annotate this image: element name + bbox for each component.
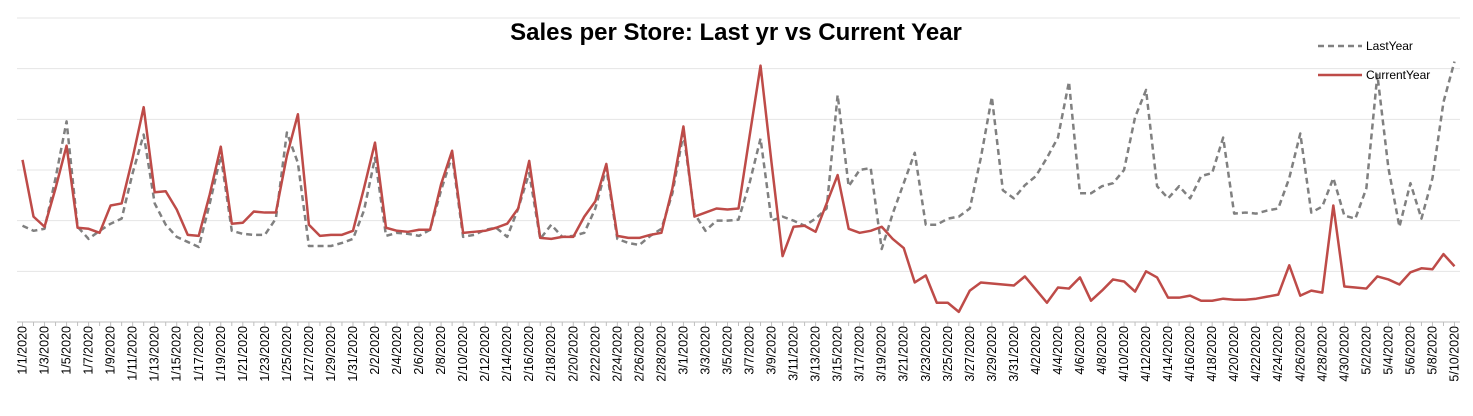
- x-tick-label: 3/17/2020: [853, 326, 867, 382]
- x-tick-label: 3/5/2020: [720, 326, 734, 375]
- x-tick-label: 4/28/2020: [1315, 326, 1329, 382]
- x-tick-label: 1/23/2020: [258, 326, 272, 382]
- x-tick-label: 1/1/2020: [16, 326, 30, 375]
- x-tick-label: 5/10/2020: [1447, 326, 1461, 382]
- x-tick-label: 2/12/2020: [478, 326, 492, 382]
- x-tick-label: 5/6/2020: [1403, 326, 1417, 375]
- x-tick-label: 5/8/2020: [1425, 326, 1439, 375]
- x-tick-label: 1/9/2020: [104, 326, 118, 375]
- x-tick-label: 4/26/2020: [1293, 326, 1307, 382]
- x-tick-label: 4/2/2020: [1029, 326, 1043, 375]
- x-tick-label: 1/19/2020: [214, 326, 228, 382]
- series-line: [21, 64, 1456, 314]
- x-tick-label: 3/7/2020: [743, 326, 757, 375]
- x-tick-label: 1/17/2020: [192, 326, 206, 382]
- series-line: [21, 61, 1456, 251]
- x-tick-label: 1/11/2020: [126, 326, 140, 381]
- x-tick-label: 3/25/2020: [941, 326, 955, 382]
- x-tick-label: 4/22/2020: [1249, 326, 1263, 382]
- x-tick-label: 1/7/2020: [82, 326, 96, 375]
- x-tick-label: 1/13/2020: [148, 326, 162, 382]
- x-tick-label: 1/5/2020: [60, 326, 74, 375]
- x-tick-label: 3/21/2020: [897, 326, 911, 382]
- x-tick-label: 2/4/2020: [390, 326, 404, 375]
- x-tick-label: 5/4/2020: [1381, 326, 1395, 375]
- x-tick-label: 3/9/2020: [765, 326, 779, 375]
- x-tick-label: 3/31/2020: [1007, 326, 1021, 382]
- x-tick-label: 2/24/2020: [610, 326, 624, 382]
- x-tick-label: 3/1/2020: [676, 326, 690, 375]
- x-tick-label: 4/24/2020: [1271, 326, 1285, 382]
- x-tick-label: 1/15/2020: [170, 326, 184, 382]
- x-tick-label: 2/6/2020: [412, 326, 426, 375]
- x-tick-label: 2/10/2020: [456, 326, 470, 382]
- chart-title: Sales per Store: Last yr vs Current Year: [510, 19, 962, 46]
- x-tick-label: 2/8/2020: [434, 326, 448, 375]
- x-tick-label: 2/14/2020: [500, 326, 514, 382]
- x-tick-label: 4/12/2020: [1139, 326, 1153, 382]
- x-tick-label: 3/19/2020: [875, 326, 889, 382]
- x-tick-label: 2/20/2020: [566, 326, 580, 382]
- x-tick-label: 4/6/2020: [1073, 326, 1087, 375]
- x-tick-label: 4/10/2020: [1117, 326, 1131, 382]
- x-tick-label: 4/4/2020: [1051, 326, 1065, 375]
- x-tick-label: 4/18/2020: [1205, 326, 1219, 382]
- x-tick-label: 3/3/2020: [698, 326, 712, 375]
- x-tick-label: 3/11/2020: [787, 326, 801, 381]
- x-tick-label: 3/13/2020: [809, 326, 823, 382]
- x-tick-label: 3/15/2020: [831, 326, 845, 382]
- x-tick-label: 4/16/2020: [1183, 326, 1197, 382]
- x-tick-label: 1/21/2020: [236, 326, 250, 382]
- x-tick-label: 1/3/2020: [38, 326, 52, 375]
- x-tick-label: 2/2/2020: [368, 326, 382, 375]
- x-tick-label: 1/27/2020: [302, 326, 316, 382]
- x-tick-label: 3/27/2020: [963, 326, 977, 382]
- x-tick-label: 4/30/2020: [1337, 326, 1351, 382]
- x-tick-label: 4/8/2020: [1095, 326, 1109, 375]
- x-tick-label: 4/20/2020: [1227, 326, 1241, 382]
- x-tick-label: 2/26/2020: [632, 326, 646, 382]
- legend-label: LastYear: [1366, 39, 1413, 53]
- x-tick-label: 2/22/2020: [588, 326, 602, 382]
- legend-label: CurrentYear: [1366, 68, 1430, 82]
- x-tick-label: 2/18/2020: [544, 326, 558, 382]
- x-tick-label: 1/31/2020: [346, 326, 360, 382]
- x-tick-label: 5/2/2020: [1359, 326, 1373, 375]
- x-tick-label: 2/16/2020: [522, 326, 536, 382]
- x-tick-label: 4/14/2020: [1161, 326, 1175, 382]
- x-tick-label: 1/29/2020: [324, 326, 338, 382]
- x-tick-label: 3/29/2020: [985, 326, 999, 382]
- x-tick-label: 2/28/2020: [654, 326, 668, 382]
- x-tick-label: 1/25/2020: [280, 326, 294, 382]
- x-tick-label: 3/23/2020: [919, 326, 933, 382]
